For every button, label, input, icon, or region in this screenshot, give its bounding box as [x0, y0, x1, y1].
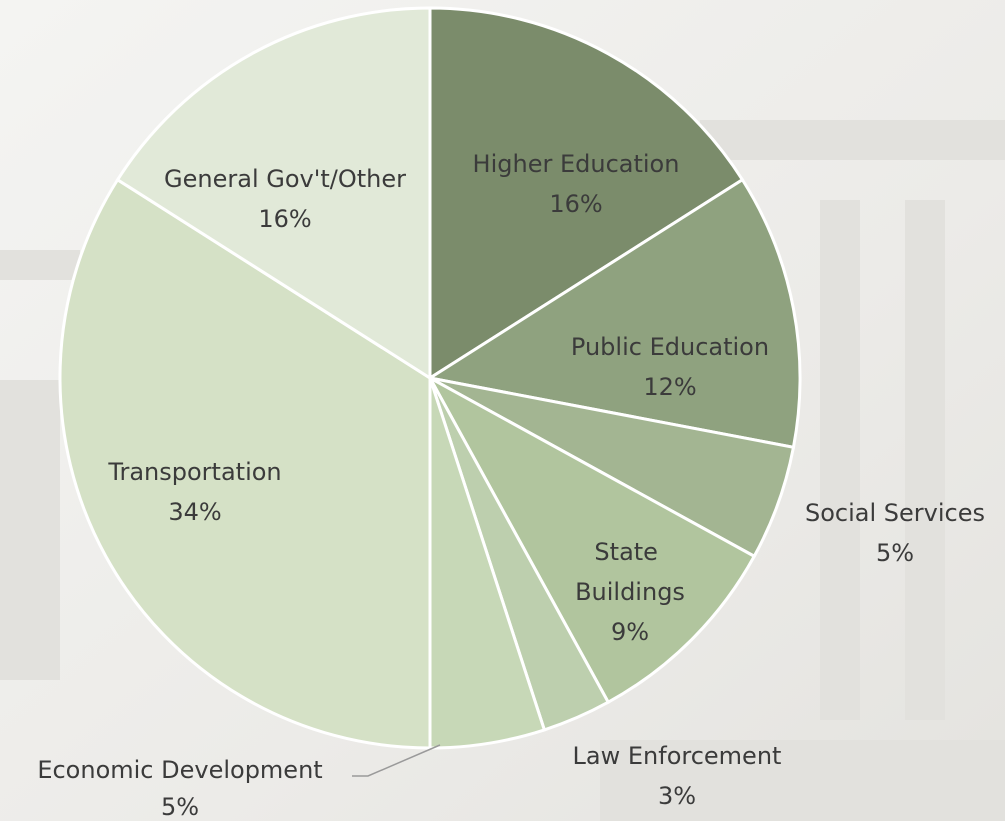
slice-label: Transportation: [107, 458, 281, 486]
slice-label: Public Education: [571, 333, 769, 361]
slice-label: Social Services: [805, 499, 985, 527]
slice-label: Law Enforcement: [573, 742, 782, 770]
slice: [426, 374, 757, 705]
slice-label: General Gov't/Other: [164, 165, 406, 193]
slice-label: Higher Education: [473, 150, 680, 178]
slice: [115, 6, 432, 381]
slice-value-label: 16%: [258, 205, 311, 233]
slice-value-label: 16%: [549, 190, 602, 218]
slice-value-label: 34%: [168, 498, 221, 526]
slice: [428, 6, 745, 381]
slice-value-label: 5%: [161, 793, 199, 821]
slice-value-label: 5%: [876, 539, 914, 567]
leader-line: [352, 744, 441, 777]
slice-value-label: 3%: [658, 782, 696, 810]
labels: Higher Education 16% Public Education 12% So…: [37, 150, 985, 821]
slice-value-label: 9%: [611, 618, 649, 646]
slice-label: Economic Development: [37, 756, 322, 784]
slice-value-label: 12%: [643, 373, 696, 401]
building-backdrop: [0, 120, 1005, 821]
slice: [58, 177, 432, 750]
slice-label: State Buildings: [575, 538, 685, 606]
slice: [425, 177, 802, 450]
pie: [58, 6, 802, 750]
